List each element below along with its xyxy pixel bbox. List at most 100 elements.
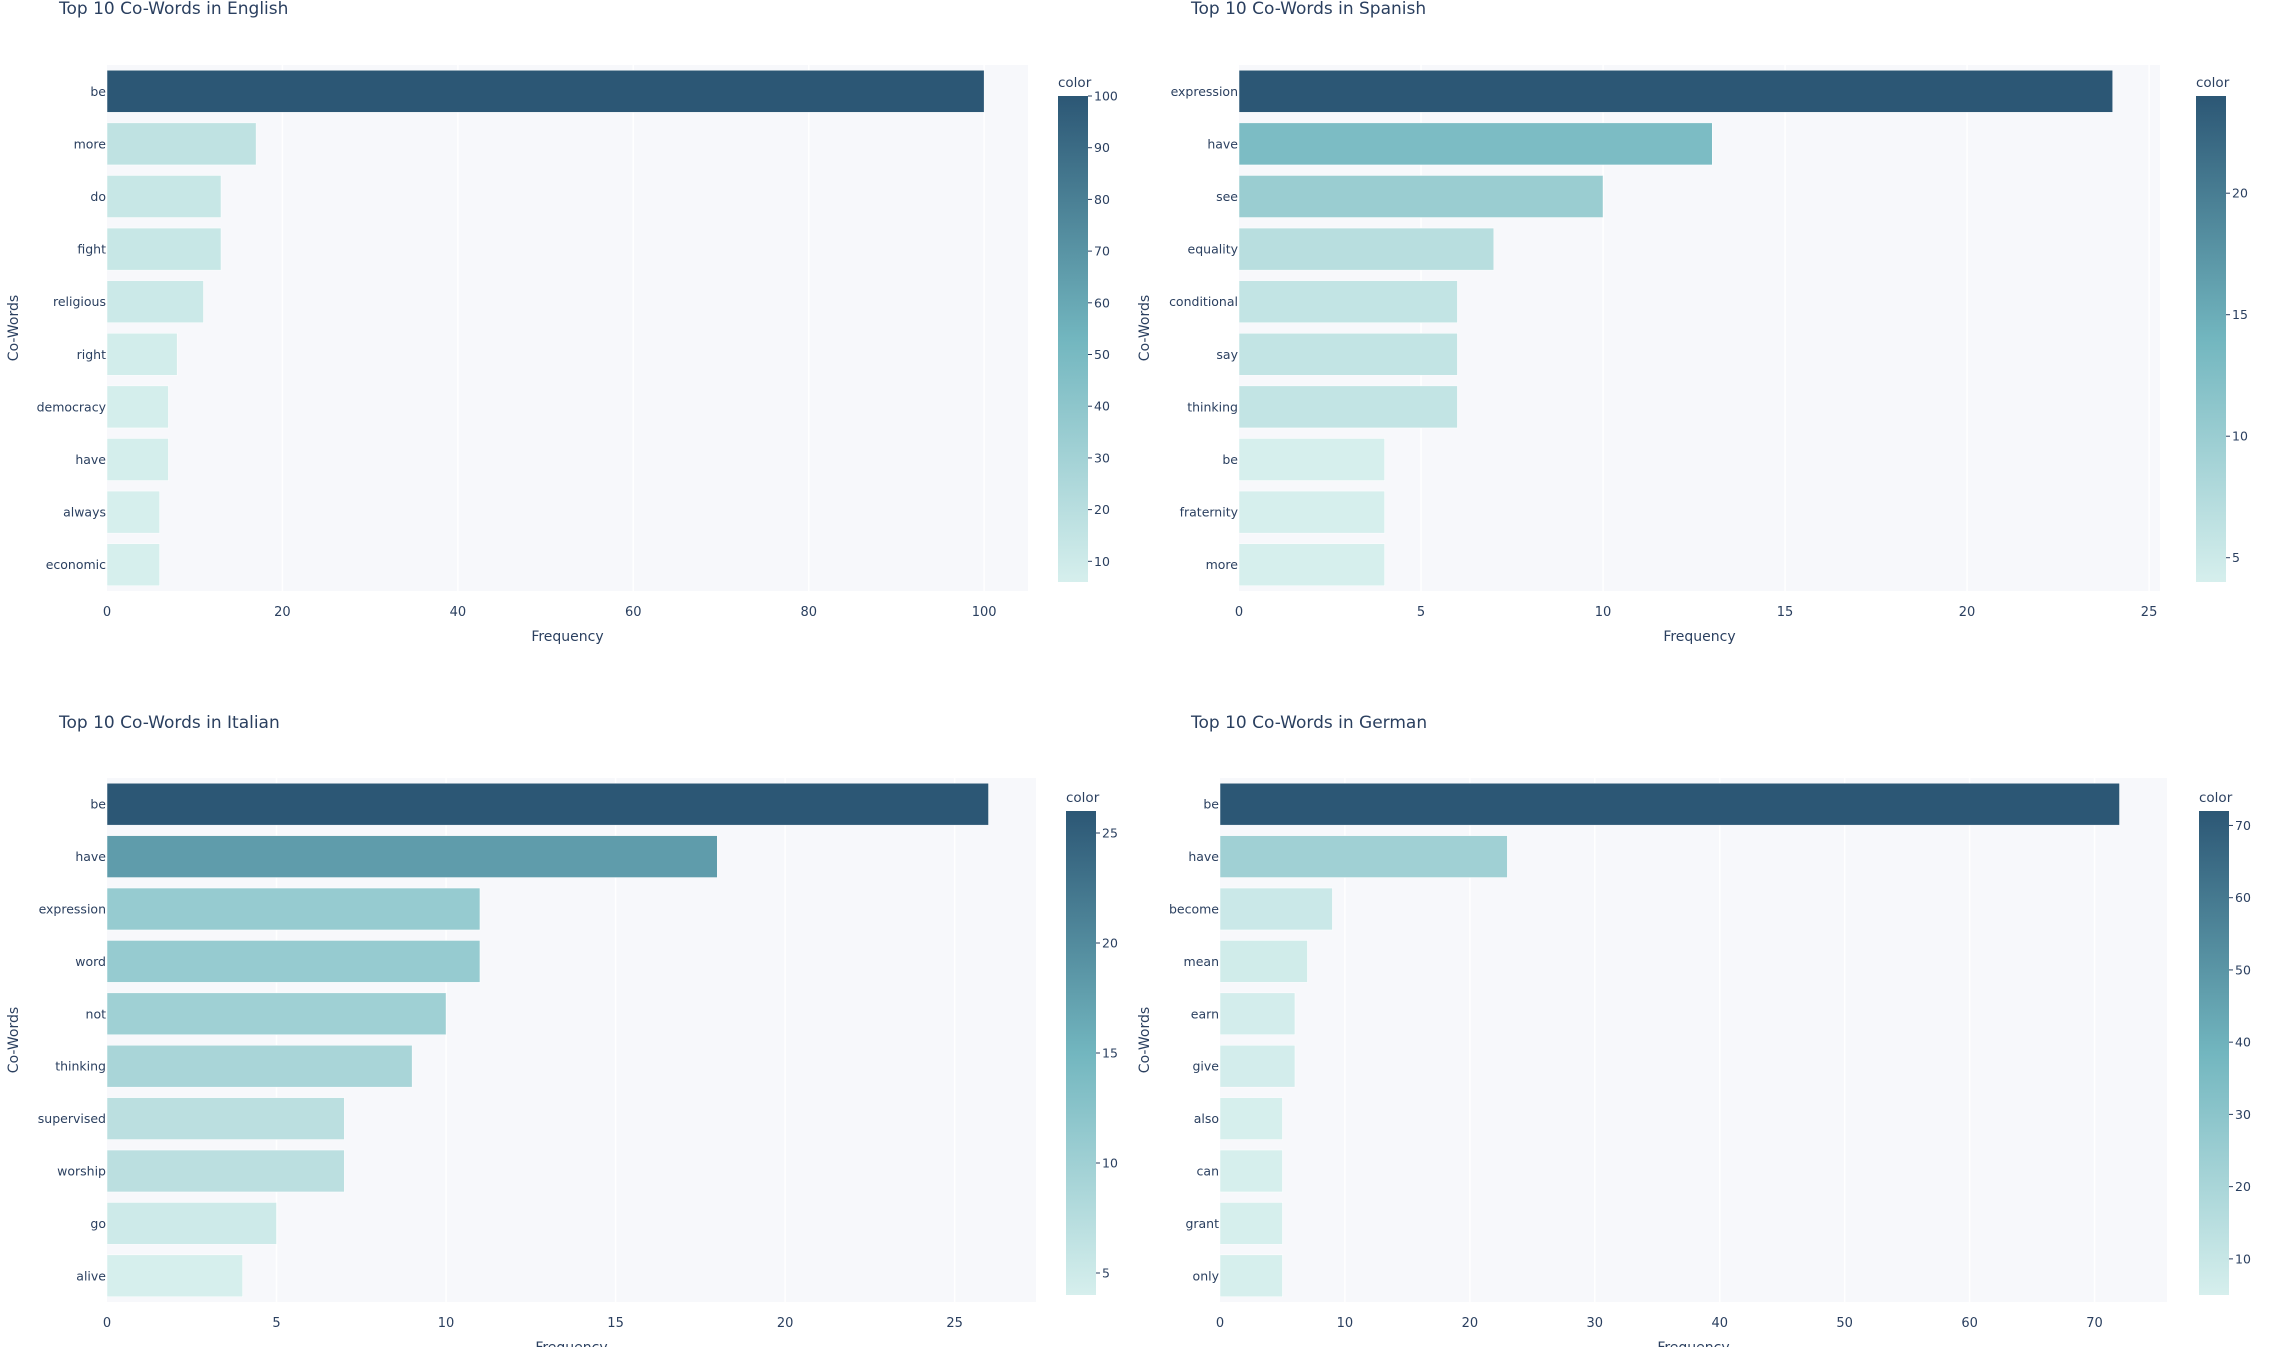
colorbar-tick-label: 5 (2232, 550, 2240, 565)
colorbar-tick-label: 25 (1102, 826, 1118, 841)
colorbar-title: color (1058, 75, 1092, 91)
bar-have (106, 438, 169, 481)
y-tick-label: have (75, 849, 106, 864)
bar-have (106, 835, 718, 878)
y-tick-label: more (74, 136, 107, 151)
bar-thinking (106, 1044, 413, 1088)
colorbar-tick-label: 50 (2235, 962, 2251, 977)
bar-do (106, 175, 222, 218)
x-tick-label: 25 (946, 1316, 963, 1331)
y-tick-label: always (63, 505, 106, 520)
y-tick-label: earn (1191, 1006, 1219, 1021)
bar-also (1219, 1097, 1283, 1140)
y-tick-label: grant (1185, 1216, 1219, 1231)
bar-fight (106, 227, 222, 271)
bar-economic (106, 543, 160, 586)
y-tick-label: give (1193, 1059, 1220, 1074)
bar-conditional (1238, 280, 1458, 323)
chart-1: 0 5 10 15 20 25 expression have see equality condi… (1137, 0, 2248, 645)
bar-more (1238, 543, 1385, 586)
y-tick-label: become (1169, 902, 1219, 917)
x-axis-title: Frequency (531, 629, 603, 645)
colorbar-tick-label: 10 (1102, 1156, 1118, 1171)
colorbar-tick-label: 15 (2232, 307, 2248, 322)
bar-go (106, 1202, 277, 1245)
x-tick-label: 20 (1959, 605, 1976, 620)
y-tick-label: be (90, 797, 106, 812)
x-tick-label: 100 (972, 605, 997, 620)
bar-earn (1219, 992, 1296, 1036)
y-tick-label: only (1193, 1268, 1220, 1283)
chart-0: 0 20 40 60 80 100 be more do fight religious right d… (6, 0, 1118, 645)
colorbar-tick-label: 20 (2235, 1179, 2251, 1194)
colorbar-tick-label: 60 (2235, 890, 2251, 905)
y-tick-label: right (77, 347, 106, 362)
x-tick-label: 10 (1595, 605, 1612, 620)
bar-not (106, 992, 447, 1036)
colorbar-tick-label: 20 (1094, 502, 1110, 517)
chart-title: Top 10 Co-Words in English (58, 0, 288, 19)
colorbar-tick-label: 10 (1094, 554, 1110, 569)
x-tick-label: 0 (1235, 605, 1243, 620)
y-tick-label: be (1203, 797, 1219, 812)
y-tick-label: more (1206, 557, 1239, 572)
y-tick-label: have (75, 452, 106, 467)
colorbar (2199, 811, 2229, 1295)
colorbar-tick-label: 80 (1094, 192, 1110, 207)
x-tick-label: 10 (438, 1316, 455, 1331)
bar-democracy (106, 385, 169, 429)
bar-be (1238, 438, 1385, 481)
y-axis-title: Co-Words (6, 295, 22, 361)
bar-thinking (1238, 385, 1458, 429)
bar-expression (106, 887, 481, 931)
colorbar-tick-label: 20 (2232, 186, 2248, 201)
y-tick-label: be (90, 84, 106, 99)
bar-more (106, 122, 257, 166)
y-tick-label: go (90, 1216, 106, 1231)
colorbar-tick-label: 30 (2235, 1107, 2251, 1122)
y-tick-label: do (90, 189, 106, 204)
y-tick-label: religious (53, 294, 106, 309)
y-tick-label: alive (76, 1268, 106, 1283)
colorbar-tick-label: 100 (1094, 89, 1118, 104)
y-tick-label: have (1188, 849, 1219, 864)
colorbar-tick-label: 5 (1102, 1266, 1110, 1281)
y-tick-label: not (86, 1006, 107, 1021)
y-tick-label: also (1194, 1111, 1219, 1126)
y-axis-title: Co-Words (6, 1007, 22, 1073)
x-tick-label: 20 (1462, 1316, 1479, 1331)
x-axis-title: Frequency (1657, 1340, 1729, 1347)
y-tick-label: democracy (37, 399, 107, 414)
colorbar (2196, 96, 2226, 582)
y-tick-label: thinking (1187, 399, 1238, 414)
bar-become (1219, 887, 1333, 931)
bar-see (1238, 175, 1604, 218)
y-tick-label: thinking (55, 1059, 106, 1074)
chart-2: 0 5 10 15 20 25 be have expression word not thinkin… (6, 713, 1118, 1351)
bar-right (106, 333, 178, 376)
bar-give (1219, 1044, 1296, 1088)
bar-be (1219, 782, 2120, 826)
y-tick-label: have (1207, 136, 1238, 151)
colorbar (1058, 96, 1088, 582)
chart-title: Top 10 Co-Words in Spanish (1190, 0, 1426, 19)
y-tick-label: expression (1171, 84, 1238, 99)
plot-area (107, 65, 1028, 591)
x-tick-label: 20 (777, 1316, 794, 1331)
bar-say (1238, 333, 1458, 376)
y-tick-label: can (1197, 1164, 1219, 1179)
bar-worship (106, 1149, 345, 1193)
y-axis-title: Co-Words (1137, 295, 1153, 361)
y-axis-title: Co-Words (1137, 1007, 1153, 1073)
bar-only (1219, 1254, 1283, 1298)
bar-mean (1219, 940, 1308, 983)
bar-alive (106, 1254, 243, 1298)
colorbar-tick-label: 60 (1094, 295, 1110, 310)
chart-title: Top 10 Co-Words in German (1190, 713, 1427, 733)
x-tick-label: 40 (450, 605, 467, 620)
bar-have (1219, 835, 1508, 878)
colorbar-tick-label: 50 (1094, 347, 1110, 362)
chart-3: 0 10 20 30 40 50 60 70 be have become mean earn give a… (1137, 713, 2251, 1351)
